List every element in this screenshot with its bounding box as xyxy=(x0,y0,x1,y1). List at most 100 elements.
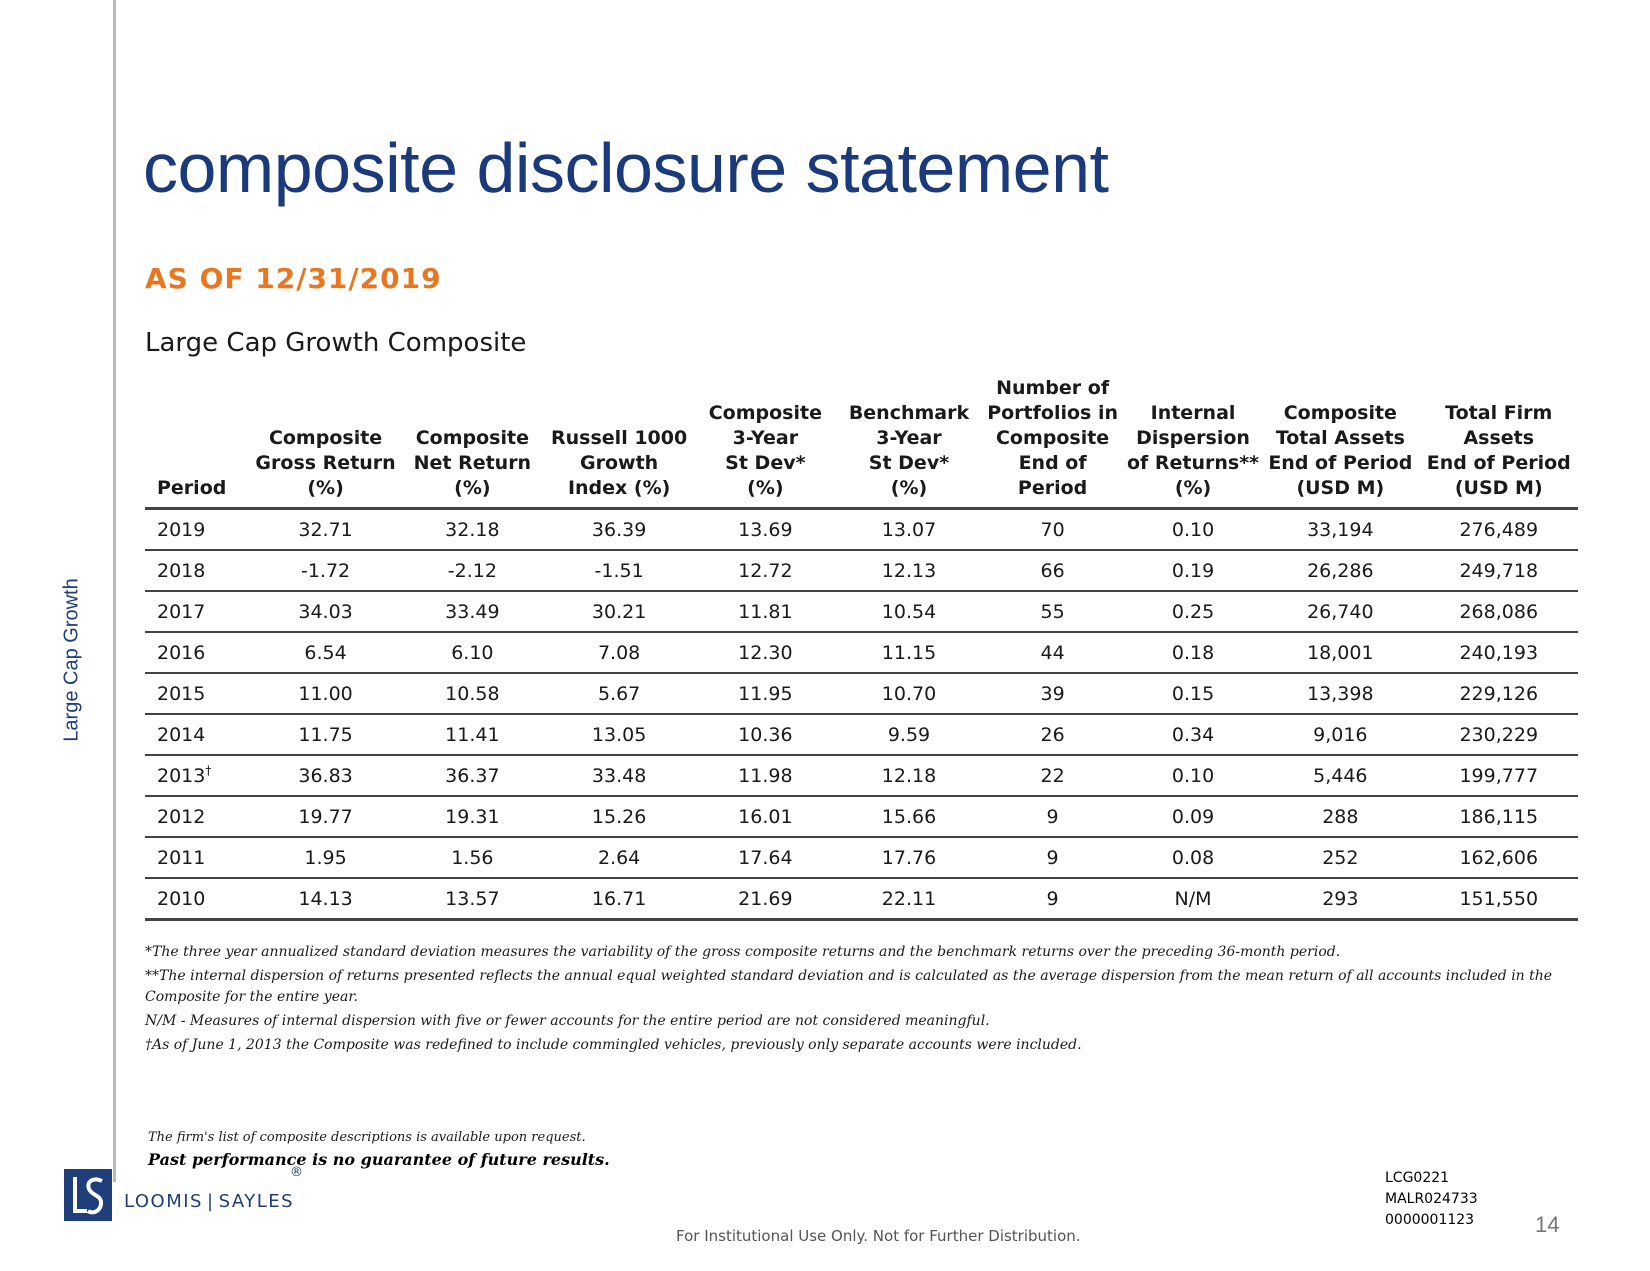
cell-net-return: 33.49 xyxy=(399,591,546,633)
cell-firm-assets: 249,718 xyxy=(1419,550,1578,592)
cell-portfolio-count: 39 xyxy=(980,673,1125,715)
col-header-net-return: Composite Net Return (%) xyxy=(399,376,546,510)
cell-composite-std-dev: 17.64 xyxy=(693,837,838,879)
cell-composite-std-dev: 13.69 xyxy=(693,508,838,551)
cell-composite-assets: 18,001 xyxy=(1261,632,1420,674)
cell-firm-assets: 151,550 xyxy=(1419,878,1578,921)
footnote-std-dev: *The three year annualized standard devi… xyxy=(145,944,1341,960)
cell-period: 2015 xyxy=(145,673,252,715)
cell-gross-return: 34.03 xyxy=(251,591,400,633)
col-header-line: Total Firm xyxy=(1445,402,1553,424)
col-header-line: (%) xyxy=(1174,477,1212,499)
col-header-line: Composite xyxy=(268,427,383,449)
cell-composite-assets: 26,286 xyxy=(1261,550,1420,592)
cell-portfolio-count: 9 xyxy=(980,837,1125,879)
col-header-line: Gross Return xyxy=(255,452,396,474)
document-codes: LCG0221 MALR024733 0000001123 xyxy=(1385,1168,1478,1231)
col-header-line: Period xyxy=(157,477,227,499)
cell-portfolio-count: 9 xyxy=(980,878,1125,921)
cell-period: 2012 xyxy=(145,796,252,838)
col-header-line: End of Period xyxy=(1268,452,1413,474)
cell-internal-dispersion: 0.15 xyxy=(1124,673,1262,715)
cell-gross-return: 36.83 xyxy=(251,755,400,797)
cell-benchmark-std-dev: 10.70 xyxy=(837,673,981,715)
cell-composite-assets: 9,016 xyxy=(1261,714,1420,756)
cell-internal-dispersion: 0.34 xyxy=(1124,714,1262,756)
cell-benchmark-std-dev: 12.18 xyxy=(837,755,981,797)
cell-net-return: 36.37 xyxy=(399,755,546,797)
col-header-line: Period xyxy=(1017,477,1088,499)
col-header-benchmark-std-dev: Benchmark 3-Year St Dev* (%) xyxy=(837,376,981,510)
cell-internal-dispersion: N/M xyxy=(1124,878,1262,921)
cell-composite-std-dev: 12.72 xyxy=(693,550,838,592)
table-row: 2017 34.03 33.49 30.21 11.81 10.54 55 0.25 26,74… xyxy=(145,591,1578,633)
col-header-line: 3-Year xyxy=(732,427,799,449)
cell-benchmark-std-dev: 13.07 xyxy=(837,508,981,551)
cell-composite-std-dev: 11.98 xyxy=(693,755,838,797)
code-line: 0000001123 xyxy=(1385,1212,1475,1228)
period-year: 2011 xyxy=(157,846,206,869)
cell-firm-assets: 276,489 xyxy=(1419,508,1578,551)
cell-composite-assets: 5,446 xyxy=(1261,755,1420,797)
logo-separator: | xyxy=(207,1191,215,1212)
past-performance-disclaimer: Past performance is no guarantee of futu… xyxy=(148,1150,610,1169)
cell-firm-assets: 240,193 xyxy=(1419,632,1578,674)
cell-portfolio-count: 44 xyxy=(980,632,1125,674)
cell-net-return: -2.12 xyxy=(399,550,546,592)
period-year: 2010 xyxy=(157,887,206,910)
col-header-line: Composite xyxy=(1283,402,1397,424)
col-header-line: Dispersion xyxy=(1136,427,1250,449)
cell-composite-std-dev: 12.30 xyxy=(693,632,838,674)
table-row: 2011 1.95 1.56 2.64 17.64 17.76 9 0.08 252 162,60… xyxy=(145,837,1578,879)
cell-internal-dispersion: 0.10 xyxy=(1124,755,1262,797)
footnote-dispersion: **The internal dispersion of returns pre… xyxy=(145,968,1553,1005)
cell-gross-return: 11.75 xyxy=(251,714,400,756)
code-line: LCG0221 xyxy=(1385,1170,1450,1186)
cell-firm-assets: 268,086 xyxy=(1419,591,1578,633)
table-row: 2014 11.75 11.41 13.05 10.36 9.59 26 0.34 9,016 2… xyxy=(145,714,1578,756)
cell-net-return: 32.18 xyxy=(399,508,546,551)
period-year: 2013 xyxy=(157,764,206,787)
cell-period: 2014 xyxy=(145,714,252,756)
logo-wordmark: LOOMIS | SAYLES xyxy=(124,1191,294,1212)
composite-name: Large Cap Growth Composite xyxy=(145,328,527,358)
cell-composite-assets: 33,194 xyxy=(1261,508,1420,551)
cell-period: 2017 xyxy=(145,591,252,633)
code-line: MALR024733 xyxy=(1385,1191,1478,1207)
col-header-line: St Dev* xyxy=(868,452,950,474)
cell-benchmark-std-dev: 22.11 xyxy=(837,878,981,921)
cell-period: 2013† xyxy=(145,755,252,797)
col-header-gross-return: Composite Gross Return (%) xyxy=(251,376,400,510)
cell-composite-assets: 13,398 xyxy=(1261,673,1420,715)
col-header-composite-assets: Composite Total Assets End of Period (USD M… xyxy=(1261,376,1420,510)
cell-gross-return: 14.13 xyxy=(251,878,400,921)
footnote-redefinition: †As of June 1, 2013 the Composite was re… xyxy=(145,1037,1082,1053)
table-row: 2018 -1.72 -2.12 -1.51 12.72 12.13 66 0.19 26,28… xyxy=(145,550,1578,592)
col-header-firm-assets: Total Firm Assets End of Period (USD M) xyxy=(1419,376,1578,510)
col-header-portfolio-count: Number of Portfolios in Composite End of Per… xyxy=(980,376,1125,510)
cell-benchmark-return: 2.64 xyxy=(545,837,694,879)
table-row: 2019 32.71 32.18 36.39 13.69 13.07 70 0.10 33,19… xyxy=(145,508,1578,551)
cell-benchmark-return: 13.05 xyxy=(545,714,694,756)
cell-gross-return: 1.95 xyxy=(251,837,400,879)
registered-mark: ® xyxy=(290,1165,303,1180)
cell-firm-assets: 162,606 xyxy=(1419,837,1578,879)
cell-net-return: 11.41 xyxy=(399,714,546,756)
cell-portfolio-count: 9 xyxy=(980,796,1125,838)
table-row: 2013† 36.83 36.37 33.48 11.98 12.18 22 0.10 5,44… xyxy=(145,755,1578,797)
col-header-line: Composite xyxy=(995,427,1110,449)
cell-portfolio-count: 26 xyxy=(980,714,1125,756)
col-header-line: Composite xyxy=(708,402,822,424)
col-header-line: End of Period xyxy=(1426,452,1571,474)
cell-internal-dispersion: 0.25 xyxy=(1124,591,1262,633)
page-number: 14 xyxy=(1535,1212,1560,1237)
table-header-row: Period Composite Gross Return (%) Composite N… xyxy=(145,376,1578,510)
cell-net-return: 10.58 xyxy=(399,673,546,715)
cell-gross-return: -1.72 xyxy=(251,550,400,592)
cell-period: 2011 xyxy=(145,837,252,879)
cell-internal-dispersion: 0.10 xyxy=(1124,508,1262,551)
footer-text: For Institutional Use Only. Not for Furt… xyxy=(676,1227,1081,1245)
col-header-line: Index (%) xyxy=(567,477,671,499)
col-header-line: (%) xyxy=(454,477,491,499)
period-year: 2014 xyxy=(157,723,206,746)
